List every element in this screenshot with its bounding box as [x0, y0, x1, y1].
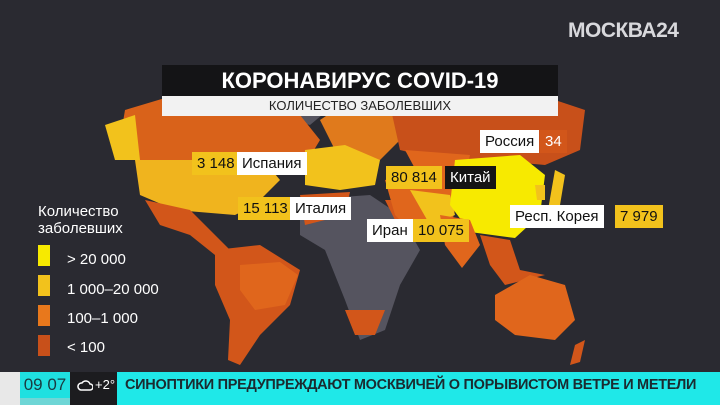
region-korea — [535, 185, 545, 200]
region-japan — [548, 170, 565, 210]
region-alaska — [105, 115, 140, 160]
region-australia — [495, 275, 575, 340]
legend-swatch-100-1000 — [38, 305, 50, 326]
country-value-iran: 10 075 — [413, 219, 469, 242]
country-name-italy: Италия — [290, 197, 352, 220]
ticker-left-edge — [0, 372, 20, 405]
country-value-italy: 15 113 — [238, 197, 293, 220]
country-name-korea: Респ. Корея — [510, 205, 604, 228]
page-title: КОРОНАВИРУС COVID-19 — [162, 65, 558, 96]
legend-label: 1 000–20 000 — [67, 281, 159, 298]
region-se-asia — [480, 235, 545, 285]
ticker-weather: +2° — [70, 372, 117, 405]
region-south-africa — [345, 310, 385, 335]
ticker-headline: СИНОПТИКИ ПРЕДУПРЕЖДАЮТ МОСКВИЧЕЙ О ПОРЫ… — [117, 372, 720, 405]
cloud-icon — [77, 380, 93, 391]
legend-swatch-lt100 — [38, 335, 50, 356]
temperature: +2° — [95, 377, 116, 392]
country-value-spain: 3 148 — [192, 152, 240, 175]
region-europe-west — [305, 145, 380, 190]
country-value-russia: 34 — [540, 130, 567, 153]
region-new-zealand — [570, 340, 585, 365]
legend-title: Количество заболевших — [38, 203, 123, 237]
region-mexico — [145, 200, 230, 255]
legend-label: 100–1 000 — [67, 310, 138, 327]
country-name-china: Китай — [445, 166, 496, 189]
country-name-iran: Иран — [367, 219, 413, 242]
legend-label: > 20 000 — [67, 251, 126, 268]
legend-title-line1: Количество — [38, 203, 119, 220]
country-value-korea: 7 979 — [615, 205, 663, 228]
legend-title-line2: заболевших — [38, 220, 123, 237]
region-brazil — [240, 262, 298, 310]
country-name-spain: Испания — [237, 152, 307, 175]
legend-swatch-1000-20000 — [38, 275, 50, 296]
country-name-russia: Россия — [480, 130, 540, 153]
ticker-clock-bar — [20, 398, 70, 405]
channel-logo: МОСКВА24 — [568, 19, 679, 42]
ticker-clock: 09 07 — [20, 372, 70, 398]
country-value-china: 80 814 — [386, 166, 442, 189]
page-subtitle: КОЛИЧЕСТВО ЗАБОЛЕВШИХ — [162, 96, 558, 116]
legend-swatch-gt20000 — [38, 245, 50, 266]
legend-label: < 100 — [67, 339, 105, 356]
